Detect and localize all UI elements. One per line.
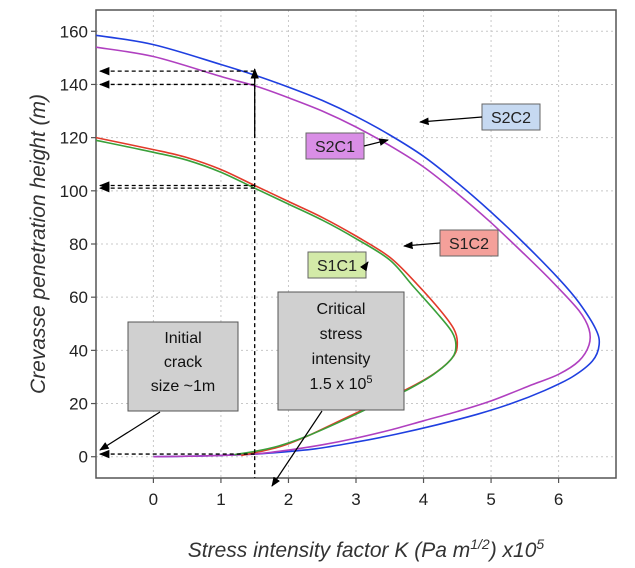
series-label-s2c1: S2C1 bbox=[315, 139, 355, 156]
x-tick-label: 3 bbox=[351, 490, 360, 509]
y-tick-label: 60 bbox=[69, 288, 88, 307]
initial-crack-text: size ~1m bbox=[151, 378, 215, 395]
y-tick-label: 0 bbox=[79, 448, 88, 467]
x-tick-label: 0 bbox=[149, 490, 158, 509]
critical-stress-text: Critical bbox=[317, 301, 366, 318]
annotations: Initial crack size ~1m Critical stress intens… bbox=[99, 291, 405, 487]
series-labels: S2C2 S2C1 S1C2 S1C1 bbox=[305, 103, 541, 279]
x-tick-label: 5 bbox=[486, 490, 495, 509]
x-ticks: 0 1 2 3 4 5 6 bbox=[149, 478, 563, 509]
series-label-box-s1c2 bbox=[439, 229, 499, 257]
y-tick-label: 80 bbox=[69, 235, 88, 254]
x-tick-label: 2 bbox=[284, 490, 293, 509]
initial-crack-box bbox=[127, 321, 239, 412]
critical-stress-text: 1.5 x 105 bbox=[309, 374, 372, 393]
series-label-s1c1: S1C1 bbox=[317, 258, 357, 275]
critical-stress-arrow bbox=[271, 410, 323, 487]
y-axis-title: Crevasse penetration height (m) bbox=[27, 94, 50, 394]
x-axis-title-sup1: 1/2 bbox=[470, 536, 490, 552]
series-label-arrow bbox=[403, 241, 441, 250]
x-tick-label: 6 bbox=[554, 490, 563, 509]
series-layer bbox=[95, 34, 601, 458]
initial-crack-text: Initial bbox=[164, 330, 201, 347]
series-line-s2c1 bbox=[95, 46, 592, 458]
critical-stress-text: stress bbox=[320, 326, 363, 343]
x-axis-title: Stress intensity factor K (Pa m1/2) x105 bbox=[188, 536, 545, 562]
series-label-arrow bbox=[360, 261, 369, 272]
series-label-box-s1c1 bbox=[307, 251, 367, 279]
initial-crack-arrow bbox=[99, 411, 161, 451]
y-tick-label: 100 bbox=[60, 182, 88, 201]
x-axis-title-sup2: 5 bbox=[536, 536, 544, 552]
x-tick-label: 1 bbox=[216, 490, 225, 509]
y-tick-label: 120 bbox=[60, 129, 88, 148]
y-tick-label: 160 bbox=[60, 22, 88, 41]
series-label-arrow bbox=[363, 138, 389, 147]
critical-stress-sup: 5 bbox=[366, 374, 372, 386]
x-axis-title-tail: ) x10 bbox=[487, 539, 537, 562]
helper-lines bbox=[98, 66, 259, 478]
series-label-arrow bbox=[419, 116, 483, 126]
y-tick-label: 140 bbox=[60, 75, 88, 94]
critical-stress-text: intensity bbox=[312, 351, 371, 368]
x-axis-title-main: Stress intensity factor K (Pa m bbox=[188, 539, 470, 562]
series-label-s2c2: S2C2 bbox=[491, 110, 531, 127]
x-tick-label: 4 bbox=[419, 490, 428, 509]
y-ticks: 0 20 40 60 80 100 120 140 160 bbox=[60, 22, 96, 467]
initial-crack-text: crack bbox=[164, 354, 203, 371]
y-tick-label: 40 bbox=[69, 341, 88, 360]
series-label-box-s2c1 bbox=[305, 132, 365, 160]
critical-stress-box bbox=[277, 291, 405, 411]
series-line-s2c2 bbox=[95, 34, 601, 458]
series-line-s1c1 bbox=[95, 139, 457, 456]
y-tick-label: 20 bbox=[69, 395, 88, 414]
series-label-s1c2: S1C2 bbox=[449, 236, 489, 253]
